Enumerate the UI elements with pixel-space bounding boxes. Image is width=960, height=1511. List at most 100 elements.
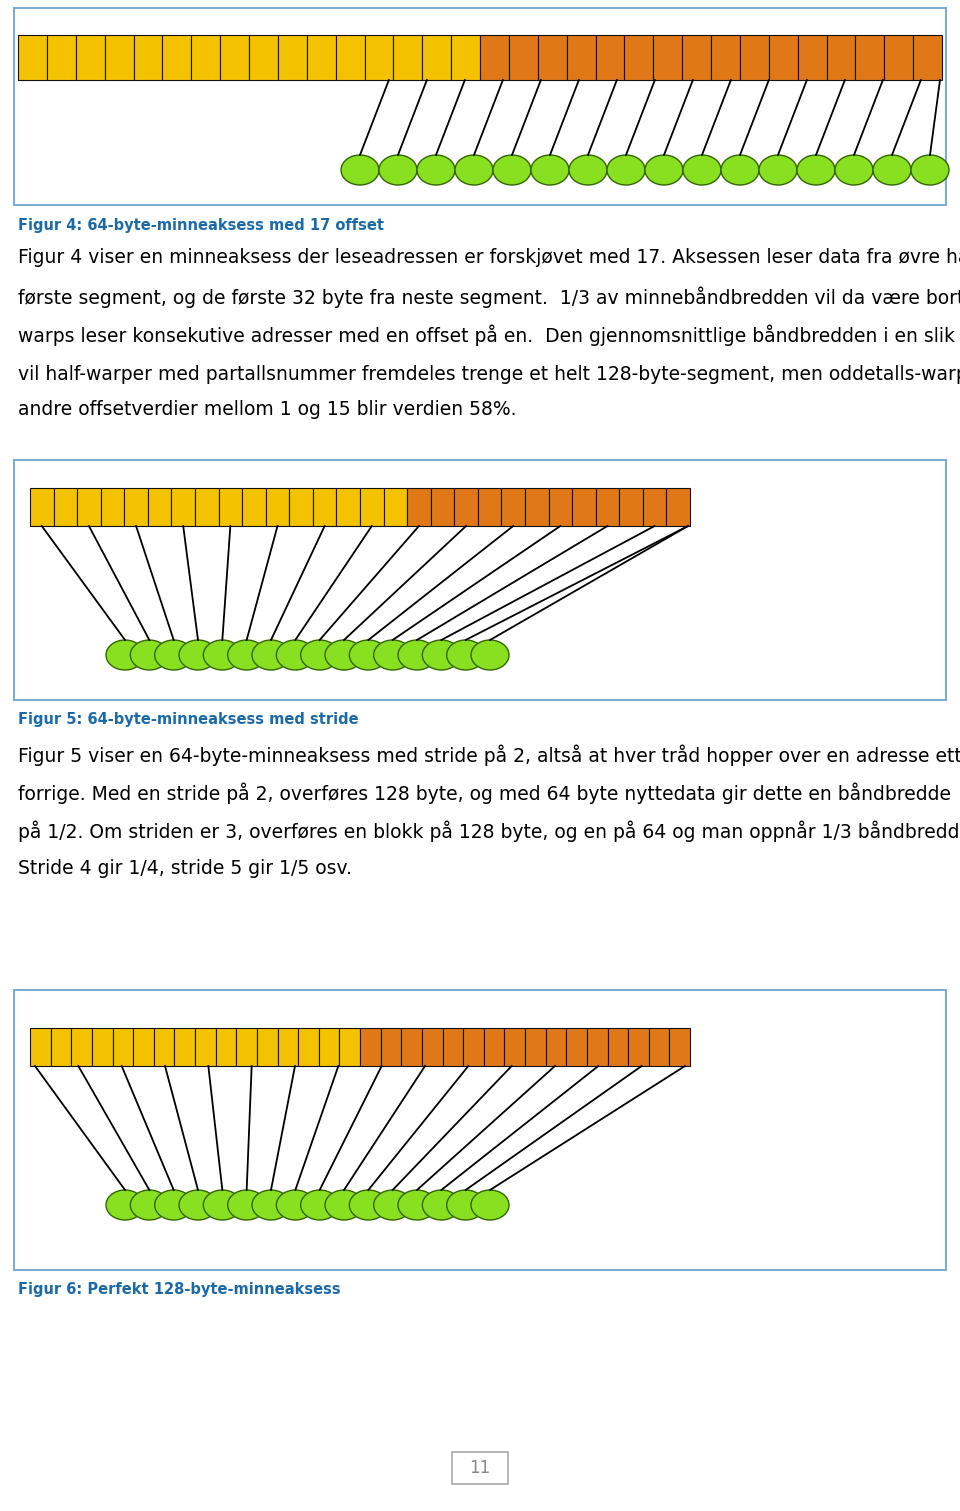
- Bar: [509, 35, 538, 80]
- Bar: [172, 488, 195, 526]
- Bar: [421, 1027, 443, 1065]
- Ellipse shape: [341, 156, 379, 184]
- Bar: [394, 35, 422, 80]
- Ellipse shape: [325, 641, 363, 669]
- Ellipse shape: [349, 641, 387, 669]
- Bar: [299, 1027, 319, 1065]
- Text: andre offsetverdier mellom 1 og 15 blir verdien 58%.: andre offsetverdier mellom 1 og 15 blir …: [18, 400, 516, 419]
- Ellipse shape: [422, 1191, 461, 1219]
- Bar: [289, 488, 313, 526]
- Bar: [162, 35, 191, 80]
- Bar: [504, 1027, 525, 1065]
- Ellipse shape: [531, 156, 569, 184]
- Bar: [154, 1027, 175, 1065]
- Bar: [14, 8, 946, 205]
- Ellipse shape: [471, 1191, 509, 1219]
- Text: første segment, og de første 32 byte fra neste segment.  1/3 av minnebåndbredden: første segment, og de første 32 byte fra…: [18, 286, 960, 308]
- Bar: [608, 1027, 628, 1065]
- Bar: [596, 488, 619, 526]
- Ellipse shape: [228, 1191, 266, 1219]
- Bar: [740, 35, 769, 80]
- Ellipse shape: [417, 156, 455, 184]
- Bar: [454, 488, 478, 526]
- Bar: [360, 488, 384, 526]
- Ellipse shape: [835, 156, 873, 184]
- Bar: [683, 35, 711, 80]
- Ellipse shape: [797, 156, 835, 184]
- Bar: [624, 35, 653, 80]
- Ellipse shape: [106, 641, 144, 669]
- Ellipse shape: [131, 641, 168, 669]
- Bar: [595, 35, 624, 80]
- Bar: [407, 488, 431, 526]
- Ellipse shape: [300, 641, 339, 669]
- Ellipse shape: [276, 1191, 314, 1219]
- Bar: [478, 488, 501, 526]
- Bar: [133, 1027, 154, 1065]
- Bar: [277, 35, 307, 80]
- Bar: [501, 488, 525, 526]
- Ellipse shape: [379, 156, 417, 184]
- Bar: [884, 35, 913, 80]
- Ellipse shape: [373, 641, 412, 669]
- Bar: [216, 1027, 236, 1065]
- Bar: [195, 1027, 216, 1065]
- Bar: [572, 488, 596, 526]
- Bar: [827, 35, 855, 80]
- Bar: [711, 35, 740, 80]
- Ellipse shape: [471, 641, 509, 669]
- Bar: [71, 1027, 92, 1065]
- Bar: [105, 35, 133, 80]
- Ellipse shape: [131, 1191, 168, 1219]
- Bar: [266, 488, 289, 526]
- Ellipse shape: [179, 641, 217, 669]
- Bar: [666, 488, 690, 526]
- Text: Figur 4: 64-byte-minneaksess med 17 offset: Figur 4: 64-byte-minneaksess med 17 offs…: [18, 218, 384, 233]
- Ellipse shape: [349, 1191, 387, 1219]
- Bar: [175, 1027, 195, 1065]
- Ellipse shape: [455, 156, 493, 184]
- Bar: [124, 488, 148, 526]
- Bar: [54, 488, 77, 526]
- Bar: [340, 1027, 360, 1065]
- Ellipse shape: [493, 156, 531, 184]
- Text: forrige. Med en stride på 2, overføres 128 byte, og med 64 byte nyttedata gir de: forrige. Med en stride på 2, overføres 1…: [18, 783, 951, 804]
- Bar: [14, 459, 946, 700]
- Bar: [480, 35, 509, 80]
- Text: 11: 11: [469, 1460, 491, 1476]
- Bar: [855, 35, 884, 80]
- Bar: [307, 35, 336, 80]
- Ellipse shape: [446, 641, 485, 669]
- Bar: [545, 1027, 566, 1065]
- Ellipse shape: [106, 1191, 144, 1219]
- Bar: [587, 1027, 608, 1065]
- Bar: [422, 35, 451, 80]
- Bar: [319, 1027, 340, 1065]
- Bar: [18, 35, 47, 80]
- Bar: [219, 488, 242, 526]
- Bar: [365, 35, 394, 80]
- Bar: [101, 488, 124, 526]
- Bar: [148, 488, 172, 526]
- Bar: [133, 35, 162, 80]
- Bar: [643, 488, 666, 526]
- Bar: [525, 1027, 545, 1065]
- Bar: [92, 1027, 112, 1065]
- Bar: [619, 488, 643, 526]
- Bar: [401, 1027, 421, 1065]
- Bar: [360, 1027, 380, 1065]
- Bar: [913, 35, 942, 80]
- Bar: [566, 1027, 587, 1065]
- Ellipse shape: [179, 1191, 217, 1219]
- Text: Figur 6: Perfekt 128-byte-minneaksess: Figur 6: Perfekt 128-byte-minneaksess: [18, 1281, 341, 1296]
- Bar: [191, 35, 220, 80]
- Bar: [798, 35, 827, 80]
- Bar: [14, 990, 946, 1271]
- Bar: [380, 1027, 401, 1065]
- Bar: [112, 1027, 133, 1065]
- Bar: [538, 35, 566, 80]
- Ellipse shape: [252, 1191, 290, 1219]
- Bar: [76, 35, 105, 80]
- Ellipse shape: [446, 1191, 485, 1219]
- Ellipse shape: [759, 156, 797, 184]
